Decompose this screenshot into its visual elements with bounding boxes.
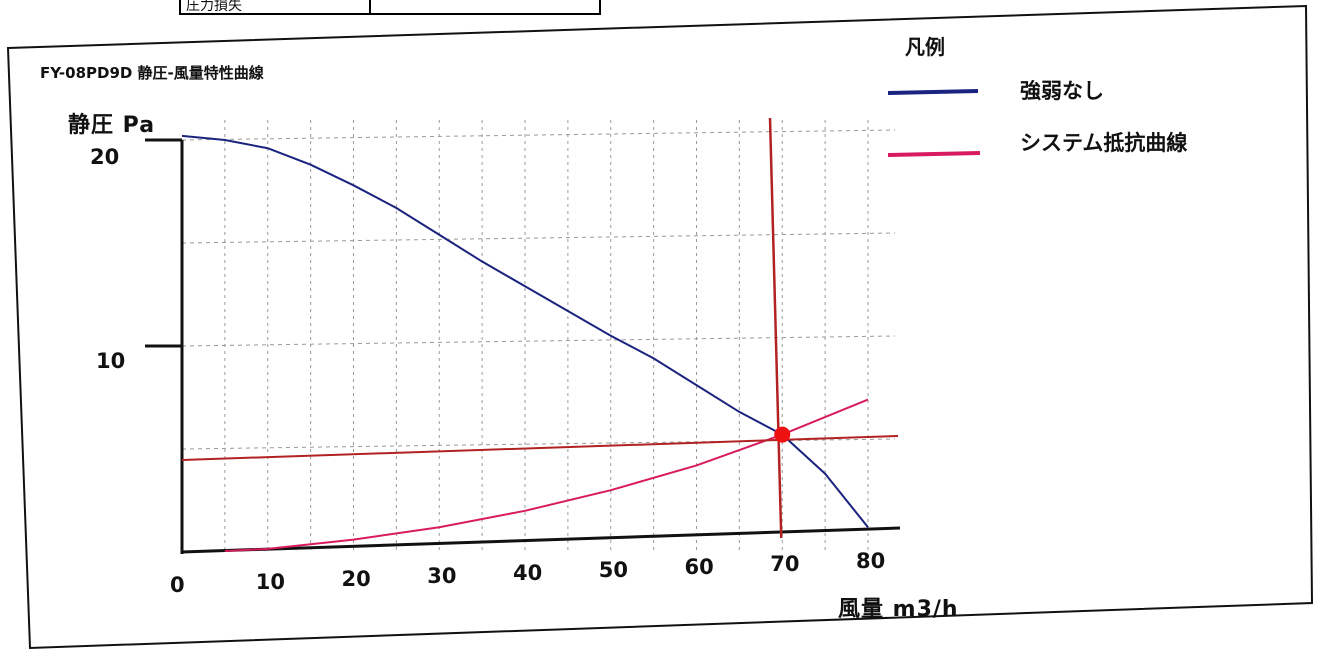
series-line-1 (224, 398, 869, 552)
header-fragment-label: 圧力損失 (186, 0, 242, 14)
y-axis-title: 静圧 Pa (68, 112, 155, 138)
grid-h-15 (181, 232, 896, 244)
operating-point-marker (774, 426, 791, 443)
x-tick-label-40: 40 (513, 561, 542, 585)
y-tick-label-10: 10 (96, 349, 125, 373)
x-tick-label-30: 30 (427, 564, 456, 588)
header-table-fragment: 圧力損失 (179, 0, 601, 15)
series-layer (181, 134, 869, 552)
legend-label-1: システム抵抗曲線 (1020, 131, 1187, 155)
legend-label-0: 強弱なし (1020, 79, 1104, 103)
vertical-reference-line (768, 117, 783, 539)
x-tick-label-80: 80 (856, 549, 885, 573)
grid (181, 120, 896, 552)
x-tick-label-10: 10 (256, 570, 285, 594)
legend: 凡例 強弱なし システム抵抗曲線 (887, 35, 1187, 157)
x-axis-title: 風量 m3/h (838, 597, 959, 622)
x-tick-label-60: 60 (685, 555, 714, 579)
legend-swatch-1 (887, 151, 981, 157)
x-tick-label-0: 0 (170, 573, 185, 597)
grid-h-20 (181, 129, 896, 141)
chart-title: FY-08PD9D 静圧-風量特性曲線 (40, 64, 264, 82)
series-line-0 (181, 134, 869, 528)
legend-swatch-0 (887, 89, 979, 95)
x-tick-label-20: 20 (342, 567, 371, 591)
x-tick-label-70: 70 (770, 552, 799, 576)
annotations (181, 117, 899, 539)
chart-border (6, 4, 1314, 650)
tick-labels: 0 10 20 30 40 50 60 70 80 10 20 (90, 145, 885, 597)
legend-heading: 凡例 (905, 35, 945, 59)
x-tick-label-50: 50 (599, 558, 628, 582)
y-tick-label-20: 20 (90, 145, 119, 169)
